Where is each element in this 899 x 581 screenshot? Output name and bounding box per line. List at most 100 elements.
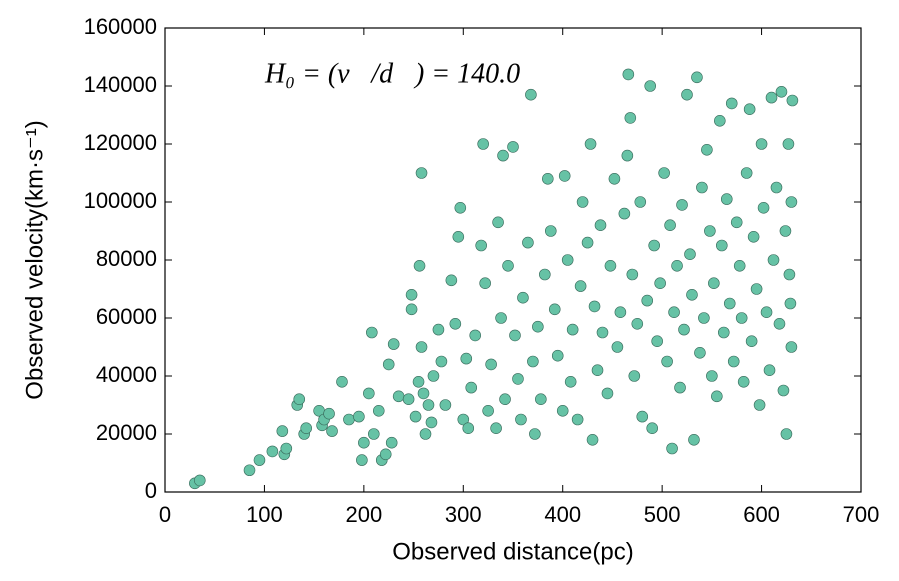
point bbox=[253, 454, 266, 466]
point bbox=[363, 387, 375, 400]
point bbox=[648, 239, 660, 252]
point bbox=[780, 428, 793, 440]
point bbox=[382, 358, 395, 371]
point bbox=[409, 410, 422, 423]
point bbox=[387, 338, 400, 350]
point bbox=[725, 97, 738, 110]
point bbox=[634, 196, 647, 208]
point bbox=[280, 442, 293, 455]
point bbox=[735, 312, 748, 324]
point bbox=[419, 428, 432, 440]
y-tick-label: 0 bbox=[145, 478, 157, 503]
point bbox=[644, 80, 657, 92]
point bbox=[402, 393, 415, 406]
point bbox=[427, 370, 440, 382]
point bbox=[479, 277, 491, 290]
point bbox=[720, 193, 733, 205]
point bbox=[548, 303, 561, 316]
point bbox=[786, 94, 799, 107]
point bbox=[621, 149, 634, 162]
point bbox=[755, 138, 768, 150]
x-tick-label: 500 bbox=[644, 502, 681, 527]
point bbox=[594, 219, 607, 231]
point bbox=[779, 225, 792, 237]
point bbox=[676, 199, 688, 211]
point bbox=[425, 416, 438, 429]
point bbox=[668, 306, 680, 319]
point bbox=[684, 248, 696, 260]
point bbox=[783, 268, 796, 281]
point bbox=[558, 170, 571, 182]
x-tick-label: 700 bbox=[843, 502, 880, 527]
point bbox=[300, 422, 312, 435]
point bbox=[785, 196, 798, 208]
point bbox=[532, 320, 544, 333]
point bbox=[743, 103, 756, 115]
point bbox=[596, 326, 609, 339]
point bbox=[727, 355, 740, 368]
point bbox=[566, 323, 579, 336]
point bbox=[708, 277, 720, 290]
y-tick-label: 80000 bbox=[96, 246, 157, 271]
point bbox=[681, 88, 693, 101]
point bbox=[674, 381, 686, 394]
point bbox=[358, 436, 370, 449]
y-tick-label: 60000 bbox=[96, 304, 157, 329]
point bbox=[688, 433, 700, 446]
point bbox=[571, 413, 584, 426]
point bbox=[740, 167, 753, 179]
point bbox=[551, 349, 564, 362]
point bbox=[539, 268, 551, 281]
point bbox=[522, 236, 534, 249]
point bbox=[604, 259, 617, 272]
point bbox=[457, 413, 470, 426]
point bbox=[701, 144, 713, 156]
point bbox=[704, 225, 716, 237]
point bbox=[588, 300, 601, 313]
point bbox=[664, 219, 676, 231]
point bbox=[492, 216, 504, 229]
point bbox=[624, 112, 637, 124]
point bbox=[485, 358, 497, 371]
point bbox=[714, 115, 726, 127]
point bbox=[415, 341, 428, 353]
point bbox=[452, 231, 465, 243]
point bbox=[367, 428, 380, 440]
point bbox=[372, 404, 385, 417]
point bbox=[785, 341, 798, 353]
point bbox=[608, 173, 621, 185]
point bbox=[686, 288, 698, 301]
point bbox=[671, 259, 683, 272]
point bbox=[618, 207, 631, 220]
y-tick-label: 160000 bbox=[84, 14, 157, 39]
point bbox=[626, 268, 639, 281]
point bbox=[276, 425, 289, 437]
x-tick-label: 600 bbox=[743, 502, 780, 527]
point bbox=[574, 280, 587, 292]
point bbox=[773, 317, 786, 330]
point bbox=[477, 138, 489, 150]
point bbox=[586, 433, 599, 446]
point bbox=[775, 86, 788, 98]
point bbox=[405, 303, 418, 316]
point bbox=[243, 464, 256, 477]
point bbox=[475, 239, 487, 252]
point bbox=[293, 393, 306, 406]
point bbox=[591, 364, 604, 377]
point bbox=[646, 422, 659, 435]
point bbox=[460, 352, 473, 365]
point bbox=[696, 181, 708, 194]
y-tick-label: 20000 bbox=[96, 420, 157, 445]
point bbox=[581, 236, 594, 249]
point bbox=[757, 202, 770, 214]
point bbox=[507, 141, 519, 153]
point bbox=[497, 149, 509, 162]
point bbox=[561, 254, 574, 266]
point bbox=[698, 312, 710, 324]
point bbox=[723, 297, 736, 310]
point bbox=[412, 375, 425, 388]
point bbox=[417, 387, 430, 400]
annotation: H₀ = (v⃗/d⃗) = 140.0 bbox=[264, 58, 520, 89]
